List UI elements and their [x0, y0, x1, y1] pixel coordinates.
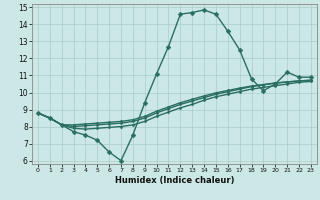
X-axis label: Humidex (Indice chaleur): Humidex (Indice chaleur)	[115, 176, 234, 185]
